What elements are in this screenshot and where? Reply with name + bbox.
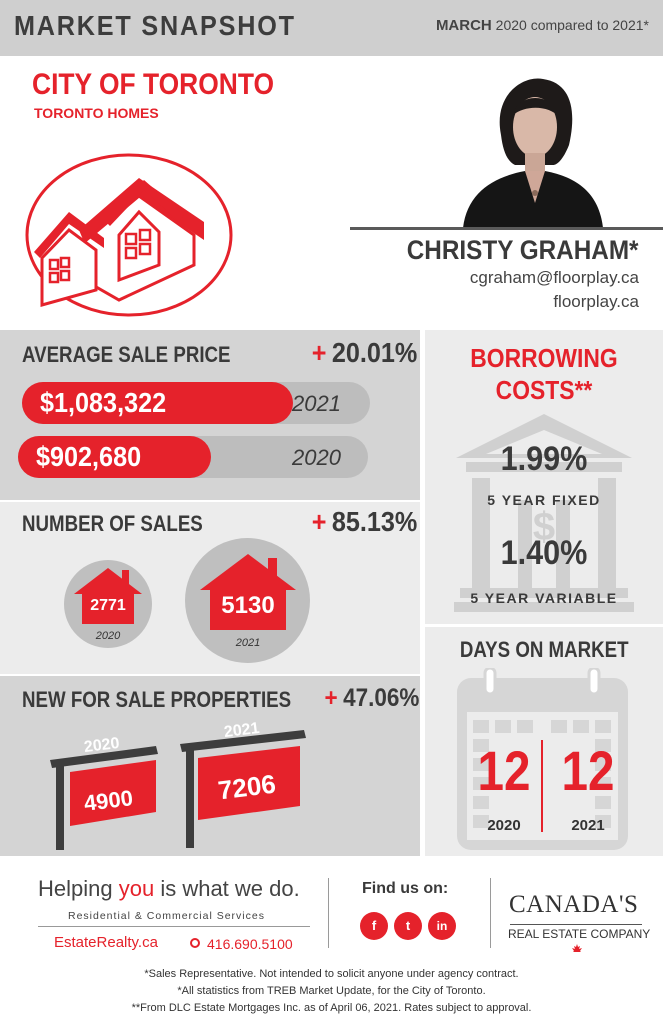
number-of-sales-change: +85.13%	[311, 506, 417, 538]
phone-icon	[190, 938, 200, 948]
agent-divider	[350, 227, 663, 230]
borrowing-costs-panel	[425, 330, 663, 624]
sales-year-2020: 2020	[95, 630, 121, 642]
price-bar-2021: $1,083,322	[22, 382, 293, 424]
for-sale-sign-2020	[50, 746, 158, 850]
linkedin-icon[interactable]: in	[428, 912, 456, 940]
average-sale-price-change: +20.01%	[311, 337, 417, 369]
days-on-market-title: DAYS ON MARKET	[425, 637, 663, 663]
services-tagline: Residential & Commercial Services	[68, 910, 265, 922]
facebook-icon[interactable]: f	[360, 912, 388, 940]
sales-year-2021: 2021	[235, 637, 261, 649]
footnote-3: **From DLC Estate Mortgages Inc. as of A…	[131, 1002, 532, 1014]
footer-divider-vertical	[328, 878, 329, 948]
price-year-2021: 2021	[292, 391, 341, 416]
days-year-2020: 2020	[487, 817, 521, 834]
price-year-2020: 2020	[292, 445, 341, 470]
number-of-sales-title: NUMBER OF SALES	[22, 511, 203, 536]
agent-name: CHRISTY GRAHAM*	[407, 235, 639, 265]
plus-icon: +	[324, 684, 338, 712]
calendar-icon	[457, 668, 628, 850]
svg-text:$: $	[533, 505, 555, 549]
bank-icon: $	[454, 414, 634, 612]
slogan-part: Helping	[38, 876, 119, 901]
new-for-sale-title: NEW FOR SALE PROPERTIES	[22, 687, 292, 712]
period-comparison: 2020 compared to 2021*	[495, 17, 649, 33]
number-of-sales-change-value: 85.13%	[331, 506, 417, 537]
footer-divider-vertical	[490, 878, 491, 948]
borrowing-title-line1: BORROWING	[470, 343, 618, 373]
footer-divider	[38, 926, 310, 927]
slogan: Helping you is what we do.	[38, 876, 300, 902]
page-title: MARKET SNAPSHOT	[14, 10, 296, 41]
brand-subtitle: REAL ESTATE COMPANY	[508, 927, 651, 941]
slogan-highlight: you	[118, 876, 155, 901]
sales-value-2020: 2771	[90, 597, 126, 614]
price-value-2021: $1,083,322	[40, 387, 167, 418]
days-on-market-title-text: DAYS ON MARKET	[459, 637, 629, 662]
new-for-sale-change: +47.06%	[324, 684, 419, 713]
header-bar	[0, 0, 663, 56]
rate-variable-label: 5 YEAR VARIABLE	[470, 590, 618, 606]
price-bar-2020: $902,680	[18, 436, 211, 478]
plus-icon: +	[311, 506, 327, 537]
days-year-2021: 2021	[571, 817, 605, 834]
find-us-label: Find us on:	[362, 880, 449, 897]
average-sale-price-title: AVERAGE SALE PRICE	[22, 342, 231, 367]
days-value-2021: 12	[561, 739, 615, 802]
houses-illustration	[25, 153, 233, 317]
borrowing-title-line2: COSTS**	[495, 375, 593, 405]
plus-icon: +	[311, 337, 327, 368]
rate-fixed-value: 1.99%	[500, 440, 588, 478]
city-name: CITY OF TORONTO	[32, 68, 275, 101]
price-value-2020: $902,680	[36, 441, 142, 472]
sales-value-2021: 5130	[221, 592, 275, 619]
borrowing-costs-title: BORROWING COSTS**	[425, 342, 663, 406]
footnote-1: *Sales Representative. Not intended to s…	[144, 968, 519, 980]
footnote-2: *All statistics from TREB Market Update,…	[177, 985, 486, 997]
brand-name: CANADA'S	[509, 891, 639, 918]
house-icon	[200, 554, 296, 630]
days-value-2020: 12	[477, 739, 531, 802]
city-subtitle: TORONTO HOMES	[34, 105, 159, 121]
rate-variable-value: 1.40%	[500, 534, 588, 572]
maple-leaf-icon	[572, 944, 582, 955]
new-for-sale-change-value: 47.06%	[342, 684, 419, 712]
rate-fixed-label: 5 YEAR FIXED	[487, 492, 601, 508]
period-month: MARCH	[435, 17, 492, 34]
slogan-part: is what we do.	[154, 876, 300, 901]
agent-email[interactable]: cgraham@floorplay.ca	[469, 268, 639, 287]
agent-website[interactable]: floorplay.ca	[553, 292, 639, 311]
house-icon	[74, 568, 142, 624]
company-website-link[interactable]: EstateRealty.ca	[54, 934, 158, 951]
company-phone[interactable]: 416.690.5100	[207, 936, 293, 952]
period-label: MARCH 2020 compared to 2021*	[436, 17, 649, 34]
agent-photo	[453, 65, 608, 228]
for-sale-sign-2021	[180, 730, 306, 848]
twitter-icon[interactable]: t	[394, 912, 422, 940]
average-sale-price-change-value: 20.01%	[331, 337, 417, 368]
brand-divider	[510, 924, 642, 925]
